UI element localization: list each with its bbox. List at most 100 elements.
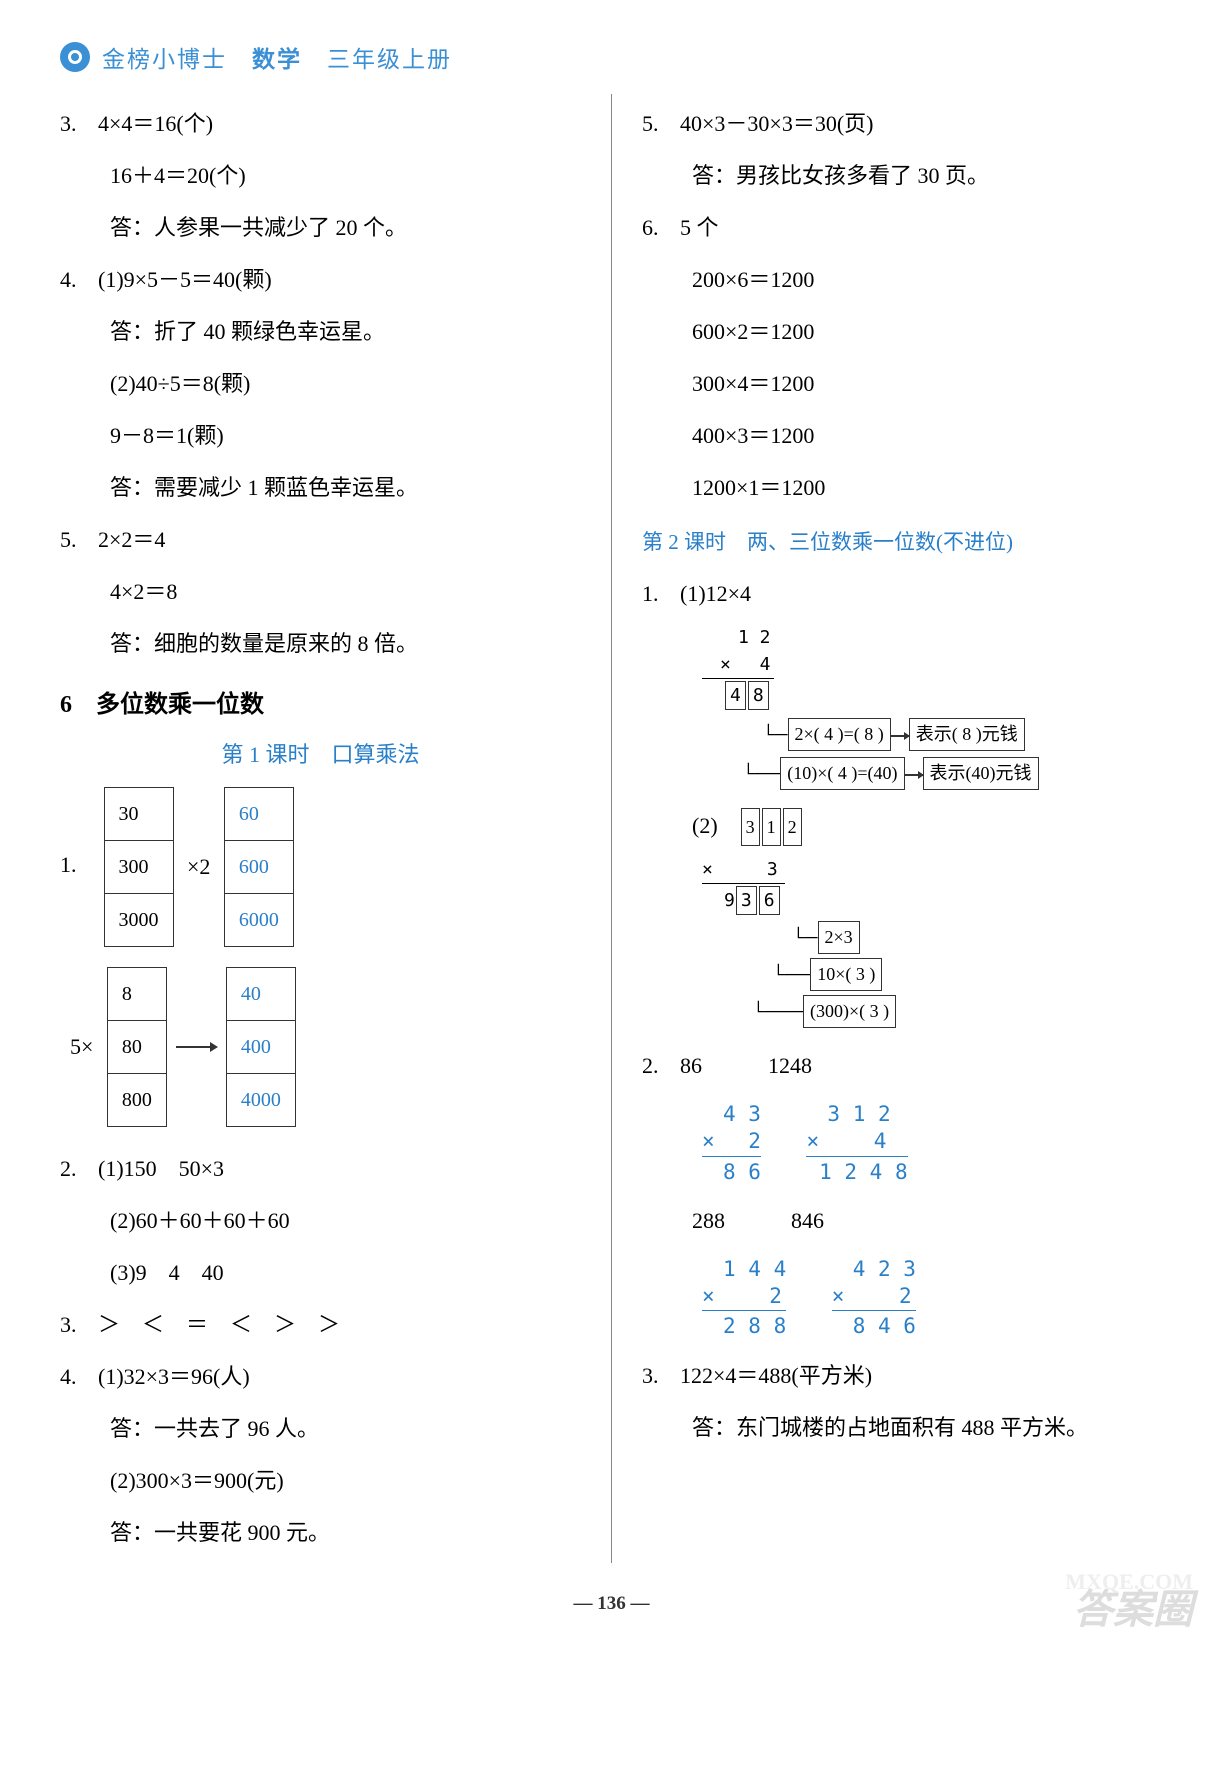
r-q5-ans: 答：男孩比女孩多看了 30 页。 [642,154,1163,198]
series-name: 金榜小博士 [102,47,227,72]
r-q6-5: 1200×1＝1200 [642,466,1163,510]
cell: 600 [224,841,293,894]
cell: 80 [107,1021,166,1074]
q3-line1: 3.4×4＝16(个) [60,102,581,146]
text: ＞ ＜ ＝ ＜ ＞ ＞ [98,1312,340,1337]
q3-answer: 答：人参果一共减少了 20 个。 [60,206,581,250]
text: 40×3－30×3＝30(页) [680,111,873,136]
vert-calc-row-1: 4 3 × 2 8 6 3 1 2 × 4 1 2 4 8 [642,1096,1163,1191]
calc-c: 8 4 6 [832,1310,916,1340]
q4b-1: 4.(1)32×3＝96(人) [60,1355,581,1399]
arrow-icon [891,735,909,737]
q4b-1-ans: 答：一共去了 96 人。 [60,1407,581,1451]
q4b-2-ans: 答：一共要花 900 元。 [60,1511,581,1555]
cell: 60 [224,788,293,841]
calc-b: × 4 [806,1129,886,1153]
r-q3-ans: 答：东门城楼的占地面积有 488 平方米。 [642,1406,1163,1450]
vertical-calc-2: 3 1 2 × 4 1 2 4 8 [806,1101,907,1186]
text: (1)9×5－5＝40(颗) [98,267,272,292]
calc-b: × 2 [702,1284,782,1308]
result-box: 表示( 8 )元钱 [909,718,1025,751]
r-q1-2: (2) 312 [642,804,1163,848]
q4b-2: (2)300×3＝900(元) [60,1459,581,1503]
text: 86 1248 [680,1053,812,1078]
table-1b: 60 600 6000 [224,787,294,947]
expr-box: 10×( 3 ) [810,958,882,991]
vertical-calc-1: 4 3 × 2 8 6 [702,1101,761,1186]
expr-box: (10)×( 4 )=(40) [780,757,904,790]
watermark-site: MXQE.COM [1065,1569,1193,1595]
times-2: ×2 [187,845,210,889]
diagram-1: 1 2 × 4 48 └─2×( 4 )=( 8 )表示( 8 )元钱 └──(… [702,624,1163,790]
text: 122×4＝488(平方米) [680,1363,872,1388]
calc-b: × 2 [832,1284,912,1308]
vertical-calc-3: 1 4 4 × 2 2 8 8 [702,1256,786,1341]
table-2a: 8 80 800 [107,967,167,1127]
calc-row: × 4 [702,651,1163,678]
text: 4×4＝16(个) [98,111,213,136]
text: 5 个 [680,215,719,240]
book-icon [60,42,90,72]
arrow-icon [905,774,923,776]
r-q2-head: 2.86 1248 [642,1044,1163,1088]
q3b: 3.＞ ＜ ＝ ＜ ＞ ＞ [60,1303,581,1347]
expr-box: (300)×( 3 ) [803,995,896,1028]
text: (1)32×3＝96(人) [98,1364,250,1389]
calc-row: × 3 [702,856,1163,883]
subject: 数学 [252,47,302,72]
header-text: 金榜小博士 数学 三年级上册 [102,40,452,74]
cell: 3000 [104,894,173,947]
text: 2×2＝4 [98,527,165,552]
calc-a: 4 3 [702,1102,761,1126]
vertical-calc-4: 4 2 3 × 2 8 4 6 [832,1256,916,1341]
calc-b: × 2 [702,1129,761,1153]
text: (1)12×4 [680,581,751,606]
r-q6-head: 6.5 个 [642,206,1163,250]
q4-2b: 9－8＝1(颗) [60,414,581,458]
cell: 30 [104,788,173,841]
calc-row: 1 2 [702,624,1163,651]
q3-line2: 16＋4＝20(个) [60,154,581,198]
right-column: 5.40×3－30×3＝30(页) 答：男孩比女孩多看了 30 页。 6.5 个… [612,94,1163,1563]
r-q6-3: 300×4＝1200 [642,362,1163,406]
r-q1-1: 1.(1)12×4 [642,572,1163,616]
diagram-row: └──10×( 3 ) [772,958,1163,991]
cell: 4000 [226,1074,295,1127]
expr-box: 2×( 4 )=( 8 ) [788,718,891,751]
q2-1: 2.(1)150 50×3 [60,1147,581,1191]
lesson-2-title: 第 2 课时 两、三位数乘一位数(不进位) [642,526,1163,556]
q2-2: (2)60＋60＋60＋60 [60,1199,581,1243]
calc-row: 936 [702,883,785,917]
arrow-icon [176,1046,216,1048]
text: (1)150 50×3 [98,1156,224,1181]
vert-calc-row-2: 1 4 4 × 2 2 8 8 4 2 3 × 2 8 4 6 [642,1251,1163,1346]
main-columns: 3.4×4＝16(个) 16＋4＝20(个) 答：人参果一共减少了 20 个。 … [60,94,1163,1563]
cell: 6000 [224,894,293,947]
grade: 三年级上册 [327,47,452,72]
page-number: — 136 — [60,1593,1163,1615]
page-header: 金榜小博士 数学 三年级上册 [60,40,1163,74]
r-q6-4: 400×3＝1200 [642,414,1163,458]
r-q3-1: 3.122×4＝488(平方米) [642,1354,1163,1398]
cell: 300 [104,841,173,894]
table-2b: 40 400 4000 [226,967,296,1127]
lesson-1-title: 第 1 课时 口算乘法 [60,737,581,769]
cell: 40 [226,968,295,1021]
diagram-2: × 3 936 └─2×3 └──10×( 3 ) └───(300)×( 3 … [702,856,1163,1028]
q4-1: 4.(1)9×5－5＝40(颗) [60,258,581,302]
cell: 400 [226,1021,295,1074]
q2-3: (3)9 4 40 [60,1251,581,1295]
q4-1-ans: 答：折了 40 颗绿色幸运星。 [60,310,581,354]
r-q5-1: 5.40×3－30×3＝30(页) [642,102,1163,146]
r-q2-head2: 288 846 [642,1199,1163,1243]
diagram-row: └───(300)×( 3 ) [752,995,1163,1028]
q5-ans: 答：细胞的数量是原来的 8 倍。 [60,622,581,666]
diagram-row-1: └─2×( 4 )=( 8 )表示( 8 )元钱 [762,718,1163,751]
calc-a: 4 2 3 [832,1257,916,1281]
r-q6-1: 200×6＝1200 [642,258,1163,302]
q4-2-ans: 答：需要减少 1 颗蓝色幸运星。 [60,466,581,510]
calc-c: 1 2 4 8 [806,1156,907,1186]
five-times: 5× [70,1025,93,1069]
q1-tables-2: 5× 8 80 800 40 400 4000 [60,967,581,1127]
calc-a: 3 1 2 [806,1102,890,1126]
